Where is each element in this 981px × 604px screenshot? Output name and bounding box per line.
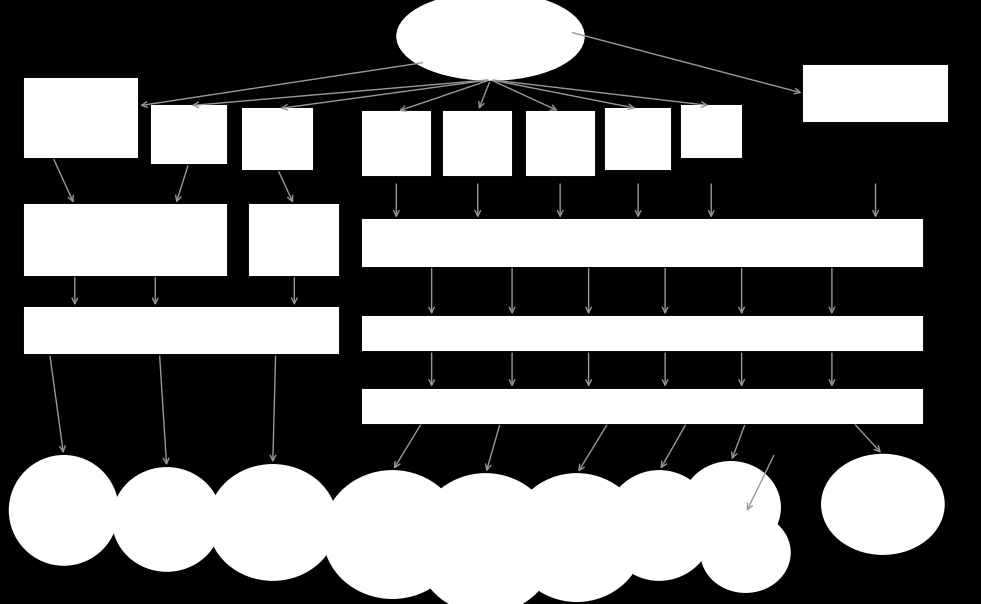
Bar bbox=[444, 112, 511, 175]
Ellipse shape bbox=[113, 468, 221, 571]
Bar bbox=[243, 109, 312, 169]
Ellipse shape bbox=[682, 462, 780, 553]
Bar bbox=[363, 317, 922, 350]
Ellipse shape bbox=[324, 471, 461, 598]
Bar bbox=[25, 308, 338, 353]
Bar bbox=[363, 390, 922, 423]
Bar bbox=[25, 79, 137, 157]
Ellipse shape bbox=[822, 455, 944, 554]
Bar bbox=[363, 112, 430, 175]
Bar bbox=[363, 220, 922, 266]
Bar bbox=[250, 205, 338, 275]
Ellipse shape bbox=[510, 474, 644, 601]
Ellipse shape bbox=[397, 0, 584, 80]
Ellipse shape bbox=[415, 474, 556, 604]
Bar bbox=[682, 106, 741, 157]
Bar bbox=[606, 109, 670, 169]
Ellipse shape bbox=[605, 471, 713, 580]
Bar bbox=[804, 66, 947, 121]
Ellipse shape bbox=[10, 456, 118, 565]
Ellipse shape bbox=[701, 513, 790, 592]
Ellipse shape bbox=[209, 465, 336, 580]
Bar bbox=[152, 106, 226, 163]
Bar bbox=[25, 205, 226, 275]
Bar bbox=[527, 112, 594, 175]
